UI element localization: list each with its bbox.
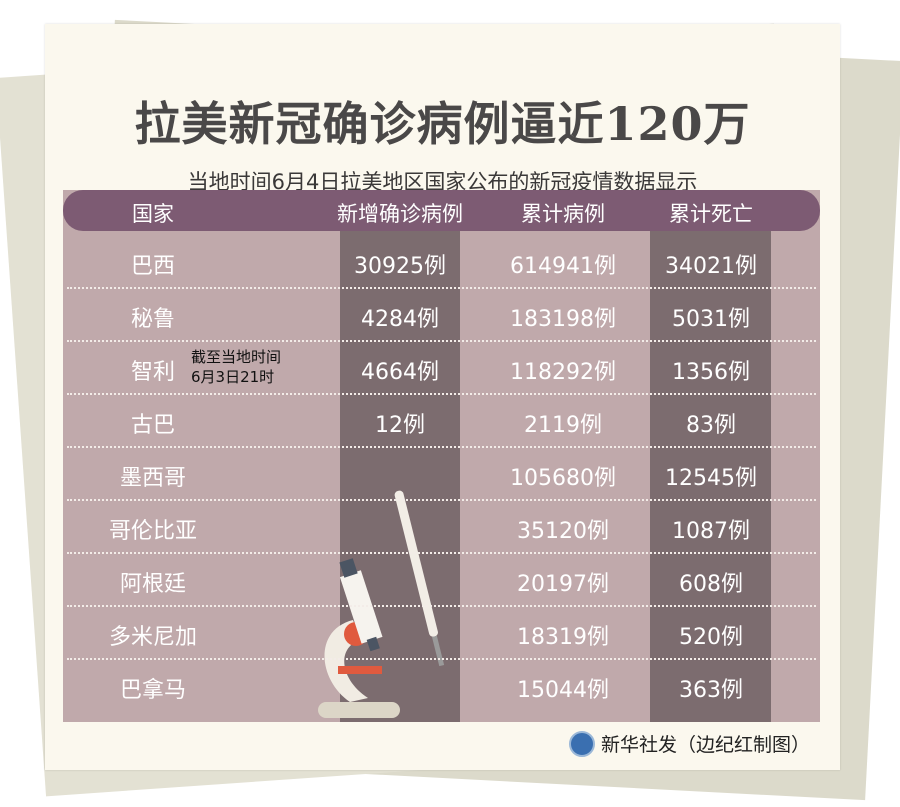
new-cases-cell: 4664例 xyxy=(361,360,439,385)
total-cases-cell: 2119例 xyxy=(524,413,602,438)
infographic-card: 拉美新冠确诊病例逼近120万 当地时间6月4日拉美地区国家公布的新冠疫情数据显示… xyxy=(45,24,840,770)
deaths-cell: 12545例 xyxy=(665,466,757,491)
row-divider xyxy=(67,393,816,395)
credit-text: 新华社发（边纪红制图） xyxy=(600,734,810,756)
row-divider xyxy=(67,552,816,554)
deaths-cell: 83例 xyxy=(686,413,736,438)
country-cell: 巴拿马 xyxy=(119,678,186,703)
header-total-deaths: 累计死亡 xyxy=(669,202,753,226)
deaths-cell: 363例 xyxy=(679,678,743,703)
total-cases-cell: 18319例 xyxy=(517,625,609,650)
header-total-cases: 累计病例 xyxy=(521,202,605,226)
row-divider xyxy=(67,658,816,660)
deaths-cell: 34021例 xyxy=(665,254,757,279)
new-cases-cell: 30925例 xyxy=(354,254,446,279)
table-row: 巴拿马 15044例 363例 xyxy=(63,660,820,713)
row-note: 截至当地时间 6月3日21时 xyxy=(191,348,282,386)
xinhua-logo-icon xyxy=(568,730,595,757)
total-cases-cell: 183198例 xyxy=(510,307,616,332)
new-cases-cell: 4284例 xyxy=(361,307,439,332)
table-row: 智利 4664例 118292例 1356例 截至当地时间 6月3日21时 xyxy=(63,342,820,395)
header-new-cases: 新增确诊病例 xyxy=(337,202,463,226)
microscope-thermometer-illustration xyxy=(318,490,445,718)
data-table: 国家 新增确诊病例 累计病例 累计死亡 巴西 30925例 614941例 34021… xyxy=(63,190,820,722)
table-row: 秘鲁 4284例 183198例 5031例 xyxy=(63,289,820,342)
new-cases-cell: 12例 xyxy=(375,413,425,438)
credit-line: 新华社发（边纪红制图） xyxy=(568,730,810,757)
country-cell: 哥伦比亚 xyxy=(108,519,197,544)
deaths-cell: 520例 xyxy=(679,625,743,650)
table-row: 古巴 12例 2119例 83例 xyxy=(63,395,820,448)
table-row: 哥伦比亚 35120例 1087例 xyxy=(63,501,820,554)
column-highlight xyxy=(650,190,771,722)
total-cases-cell: 35120例 xyxy=(517,519,609,544)
row-divider xyxy=(67,605,816,607)
country-cell: 秘鲁 xyxy=(130,307,175,332)
header-country: 国家 xyxy=(132,202,174,226)
table-row: 阿根廷 20197例 608例 xyxy=(63,554,820,607)
table-header: 国家 新增确诊病例 累计病例 累计死亡 xyxy=(63,190,820,231)
total-cases-cell: 105680例 xyxy=(510,466,616,491)
page-title: 拉美新冠确诊病例逼近120万 xyxy=(134,97,751,151)
country-cell: 阿根廷 xyxy=(119,572,186,597)
table-row: 墨西哥 105680例 12545例 xyxy=(63,448,820,501)
total-cases-cell: 118292例 xyxy=(510,360,616,385)
country-cell: 多米尼加 xyxy=(108,625,197,650)
row-divider xyxy=(67,287,816,289)
total-cases-cell: 20197例 xyxy=(517,572,609,597)
table-row: 巴西 30925例 614941例 34021例 xyxy=(63,236,820,289)
deaths-cell: 1087例 xyxy=(672,519,750,544)
total-cases-cell: 614941例 xyxy=(510,254,616,279)
country-cell: 巴西 xyxy=(130,254,175,279)
country-cell: 智利 xyxy=(130,360,175,385)
deaths-cell: 5031例 xyxy=(672,307,750,332)
row-divider xyxy=(67,499,816,501)
total-cases-cell: 15044例 xyxy=(517,678,609,703)
country-cell: 古巴 xyxy=(130,413,175,438)
deaths-cell: 608例 xyxy=(679,572,743,597)
table-row: 多米尼加 18319例 520例 xyxy=(63,607,820,660)
deaths-cell: 1356例 xyxy=(672,360,750,385)
country-cell: 墨西哥 xyxy=(119,466,186,491)
row-divider xyxy=(67,446,816,448)
row-divider xyxy=(67,340,816,342)
